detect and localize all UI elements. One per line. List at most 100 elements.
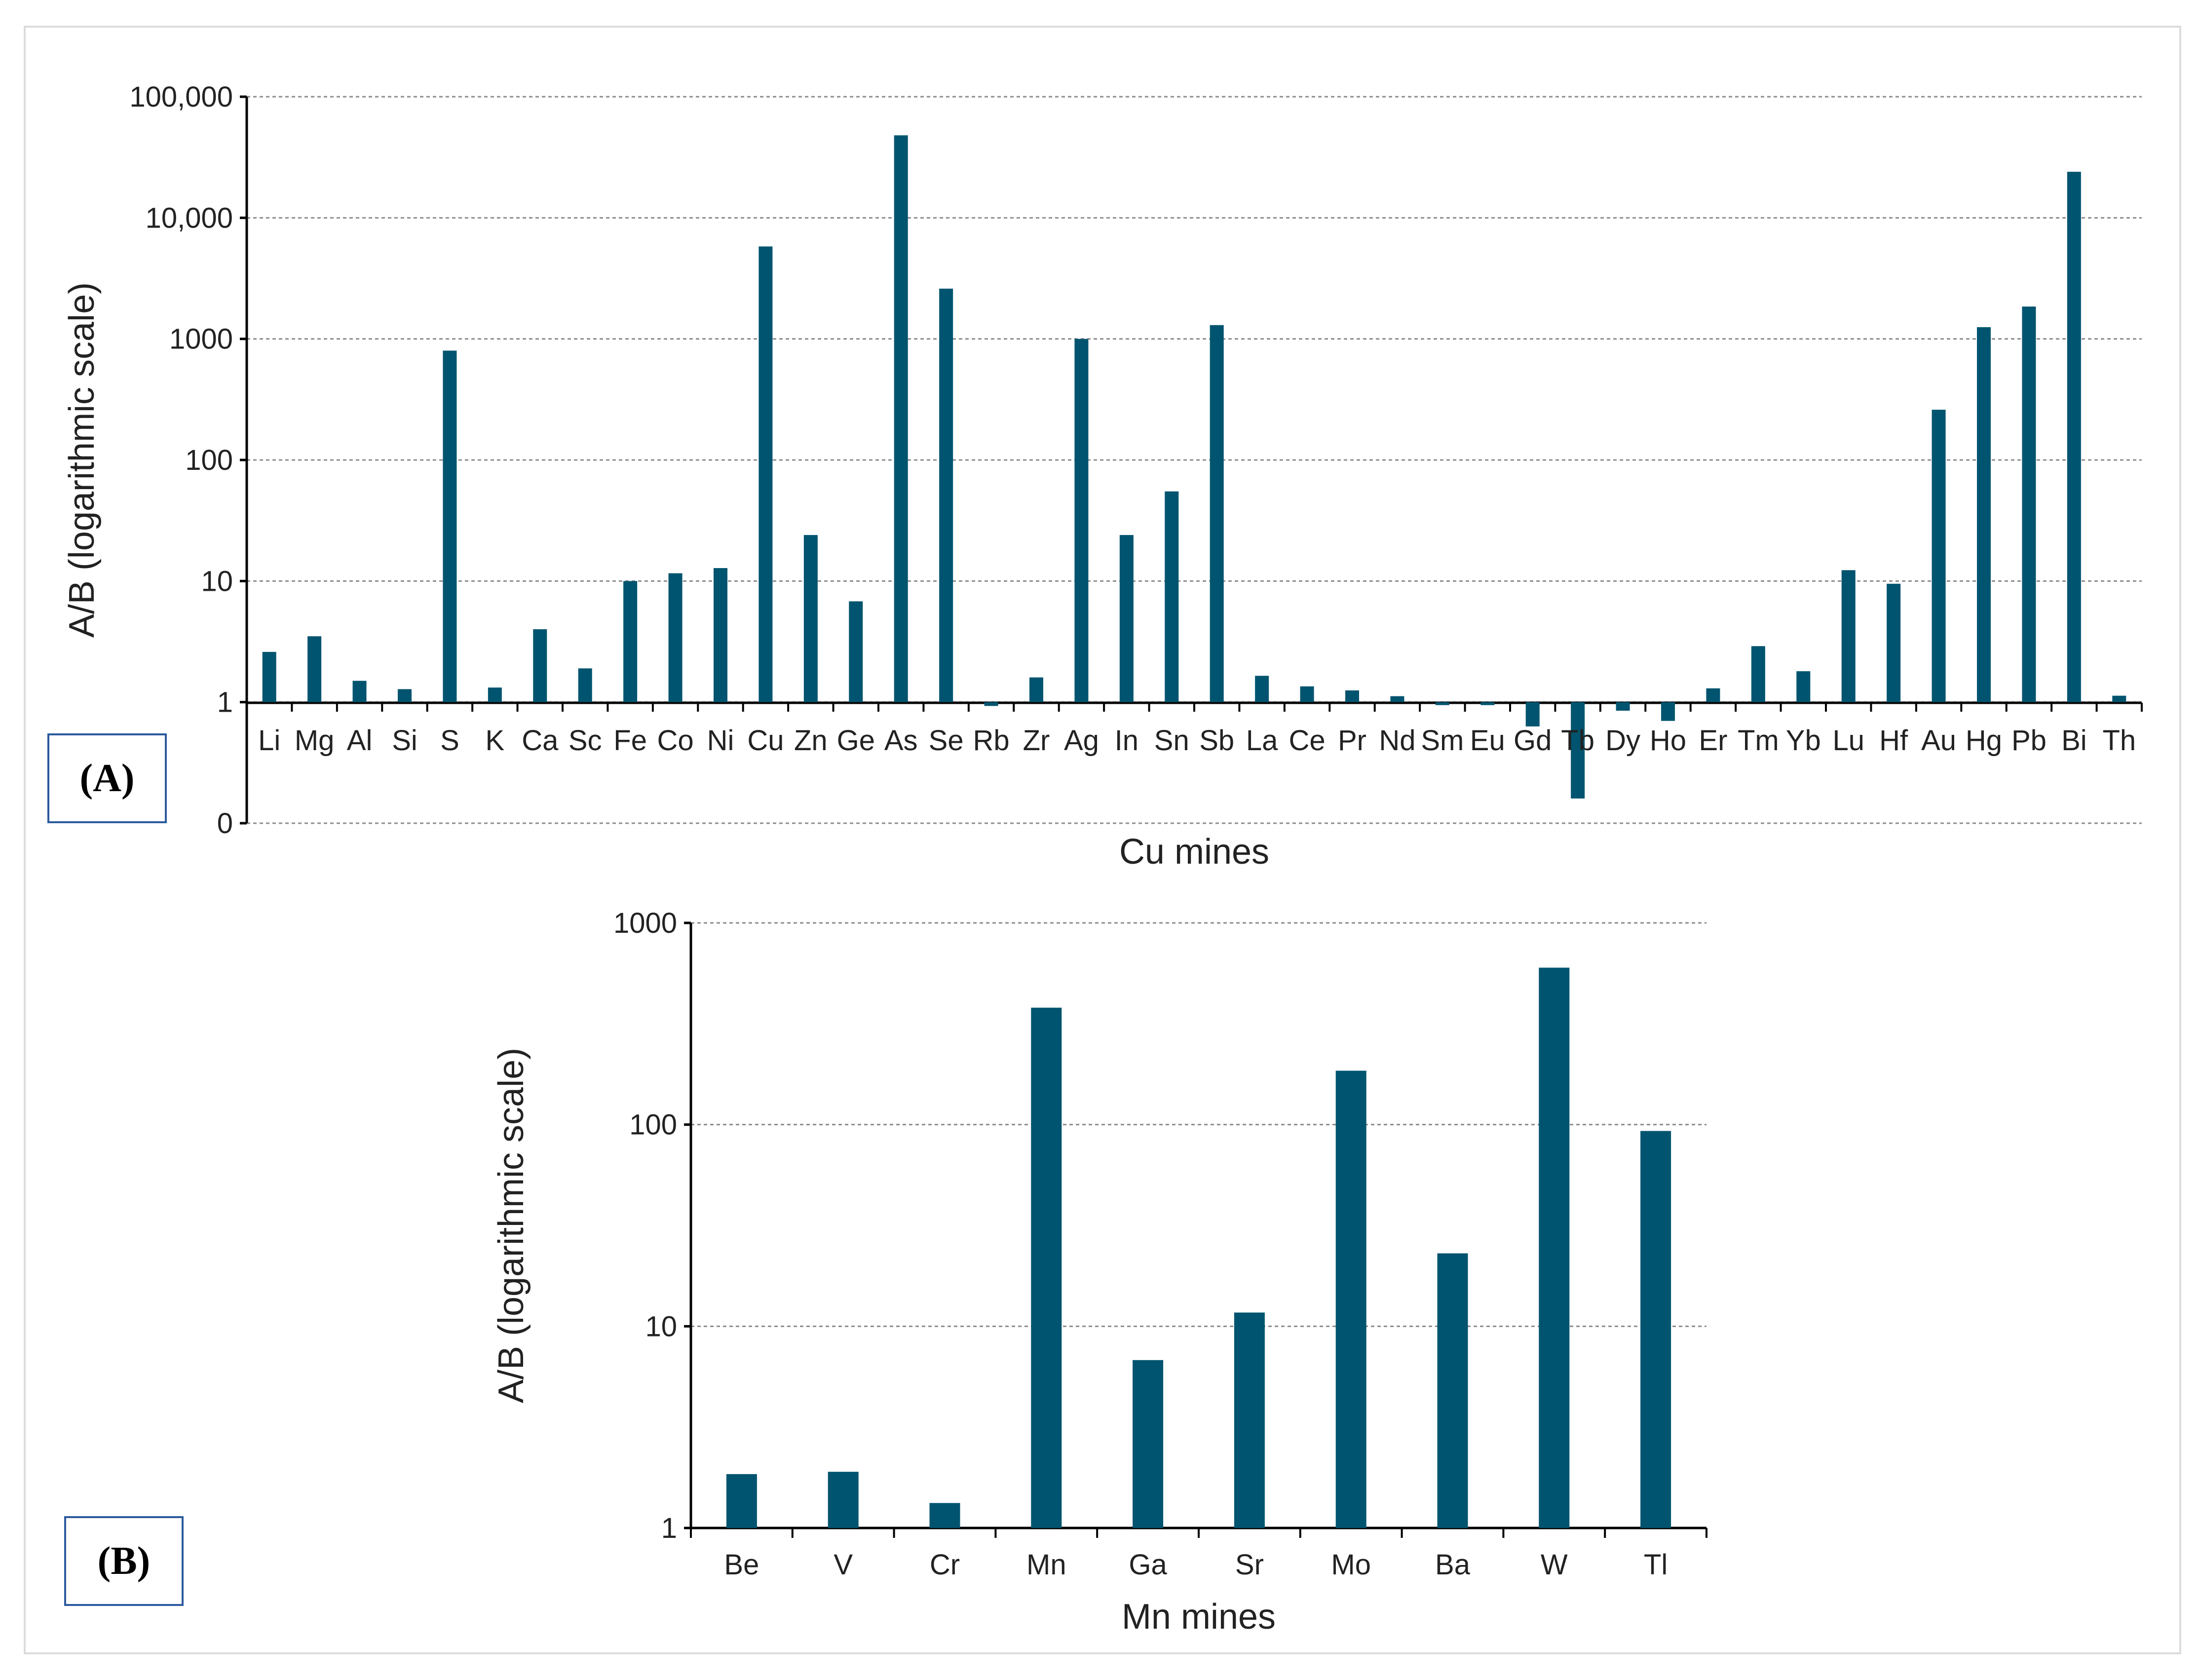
category-label-a: Cu [747,725,784,757]
bar-b-ba [1437,1253,1468,1528]
bar-a-cu [758,246,773,702]
category-label-a: Zn [794,725,828,757]
category-label-a: Eu [1470,725,1505,757]
category-label-a: Sm [1421,725,1464,757]
bar-a-th [2112,695,2126,702]
category-label-a: Ho [1650,725,1686,757]
y-tick-label-a: 10,000 [146,202,233,234]
category-label-b: Ga [1129,1549,1167,1581]
bar-a-si [398,689,412,702]
category-label-a: Tm [1738,725,1779,757]
bar-b-sr [1234,1312,1265,1528]
bar-a-sm [1435,702,1449,705]
category-label-a: Pb [2011,725,2047,757]
category-label-b: Mo [1331,1549,1371,1581]
y-tick-label-a: 1 [217,687,233,719]
category-label-a: Th [2102,725,2136,757]
bar-a-eu [1480,702,1495,705]
bar-a-ag [1074,339,1089,702]
bar-a-zr [1029,677,1043,702]
category-label-b: Be [724,1549,759,1581]
bar-a-in [1119,535,1134,702]
bar-a-zn [803,535,818,702]
y-tick-label-a: 0 [217,807,233,840]
bar-a-dy [1616,702,1630,711]
bar-a-la [1255,676,1269,702]
category-label-a: Al [347,725,373,757]
y-tick-label-a: 100 [185,444,233,476]
y-tick-label-b: 1 [661,1512,677,1544]
y-tick-label-a: 100,000 [129,81,233,113]
category-label-a: Sc [569,725,602,757]
x-axis-title-a: Cu mines [1119,832,1269,872]
bar-a-tm [1751,646,1765,702]
category-label-a: Hf [1879,725,1908,757]
bar-a-fe [623,581,638,702]
category-label-a: Gd [1514,725,1552,757]
bar-a-au [1932,410,1946,702]
y-tick-label-a: 1000 [169,323,233,355]
category-label-b: W [1541,1549,1568,1581]
category-label-a: Co [657,725,693,757]
bar-a-hf [1887,583,1901,702]
category-label-a: La [1246,725,1278,757]
bar-b-be [726,1474,757,1528]
y-tick-label-a: 10 [201,565,233,597]
category-label-a: Se [929,725,964,757]
bar-a-li [262,651,276,702]
category-label-a: Ge [837,725,875,757]
bar-a-sc [578,668,592,702]
bar-b-v [828,1472,859,1528]
bar-b-tl [1640,1131,1671,1528]
y-tick-label-b: 100 [629,1109,677,1141]
figure-frame [24,26,2181,1654]
category-label-a: K [486,725,505,757]
category-label-a: Mg [295,725,335,757]
bar-a-tb [1571,702,1585,799]
bar-a-nd [1390,696,1404,702]
bar-a-as [894,135,908,702]
category-label-a: Sn [1154,725,1189,757]
y-tick-label-b: 10 [645,1310,677,1342]
category-label-a: Au [1921,725,1956,757]
bar-a-ge [849,601,863,702]
category-label-a: Hg [1966,725,2002,757]
category-label-a: Dy [1605,725,1640,757]
category-label-a: Bi [2061,725,2087,757]
category-label-a: In [1115,725,1138,757]
bar-a-co [668,573,682,702]
bar-b-w [1539,967,1570,1528]
category-label-a: Li [258,725,280,757]
category-label-b: V [834,1549,853,1581]
bar-a-al [352,681,367,702]
bar-a-se [939,288,953,702]
bar-a-pb [2022,306,2036,702]
bar-a-k [488,687,502,702]
bar-a-ce [1300,686,1314,702]
bar-b-ga [1133,1360,1164,1528]
bar-a-mg [307,636,322,702]
category-label-a: S [440,725,459,757]
bar-a-pr [1345,690,1359,702]
category-label-b: Mn [1026,1549,1066,1581]
category-label-a: Yb [1786,725,1821,757]
category-label-a: Fe [613,725,647,757]
category-label-a: Sb [1199,725,1234,757]
category-label-a: Pr [1338,725,1366,757]
category-label-a: Nd [1379,725,1415,757]
bar-a-sn [1165,491,1179,702]
category-label-b: Cr [930,1549,960,1581]
category-label-a: Zr [1023,725,1050,757]
bar-a-ca [533,629,547,702]
category-label-a: Ce [1289,725,1325,757]
bar-b-mo [1335,1070,1366,1528]
category-label-a: Rb [973,725,1009,757]
category-label-a: Ag [1064,725,1099,757]
bar-a-rb [984,702,998,706]
panel-a-label: (A) [47,733,167,823]
category-label-b: Sr [1235,1549,1264,1581]
y-axis-title-b: A/B (logarithmic scale) [492,1048,531,1403]
bar-a-bi [2067,172,2081,702]
x-axis-title-b: Mn mines [1122,1597,1276,1637]
